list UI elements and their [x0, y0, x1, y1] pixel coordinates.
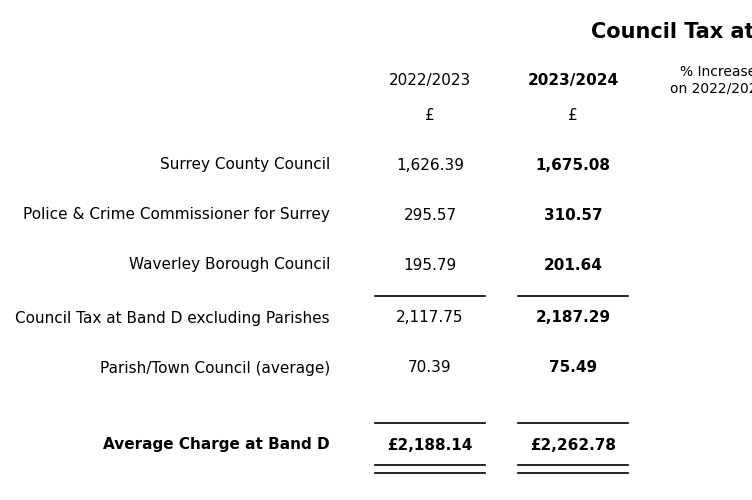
Text: on 2022/2023: on 2022/2023	[670, 81, 752, 95]
Text: 195.79: 195.79	[403, 258, 456, 272]
Text: 310.57: 310.57	[544, 208, 602, 222]
Text: £: £	[568, 108, 578, 122]
Text: £2,262.78: £2,262.78	[530, 438, 616, 452]
Text: 2023/2024: 2023/2024	[527, 72, 619, 88]
Text: Average Charge at Band D: Average Charge at Band D	[103, 438, 330, 452]
Text: 70.39: 70.39	[408, 360, 452, 376]
Text: 295.57: 295.57	[403, 208, 456, 222]
Text: Parish/Town Council (average): Parish/Town Council (average)	[100, 360, 330, 376]
Text: 2022/2023: 2022/2023	[389, 72, 471, 88]
Text: Surrey County Council: Surrey County Council	[159, 158, 330, 172]
Text: £2,188.14: £2,188.14	[387, 438, 473, 452]
Text: Council Tax at Band D: Council Tax at Band D	[590, 22, 752, 42]
Text: £: £	[425, 108, 435, 122]
Text: 2,187.29: 2,187.29	[535, 310, 611, 326]
Text: 1,675.08: 1,675.08	[535, 158, 611, 172]
Text: 201.64: 201.64	[544, 258, 602, 272]
Text: Police & Crime Commissioner for Surrey: Police & Crime Commissioner for Surrey	[23, 208, 330, 222]
Text: 75.49: 75.49	[549, 360, 597, 376]
Text: % Increase: % Increase	[680, 65, 752, 79]
Text: Waverley Borough Council: Waverley Borough Council	[129, 258, 330, 272]
Text: Council Tax at Band D excluding Parishes: Council Tax at Band D excluding Parishes	[15, 310, 330, 326]
Text: 1,626.39: 1,626.39	[396, 158, 464, 172]
Text: 2,117.75: 2,117.75	[396, 310, 464, 326]
